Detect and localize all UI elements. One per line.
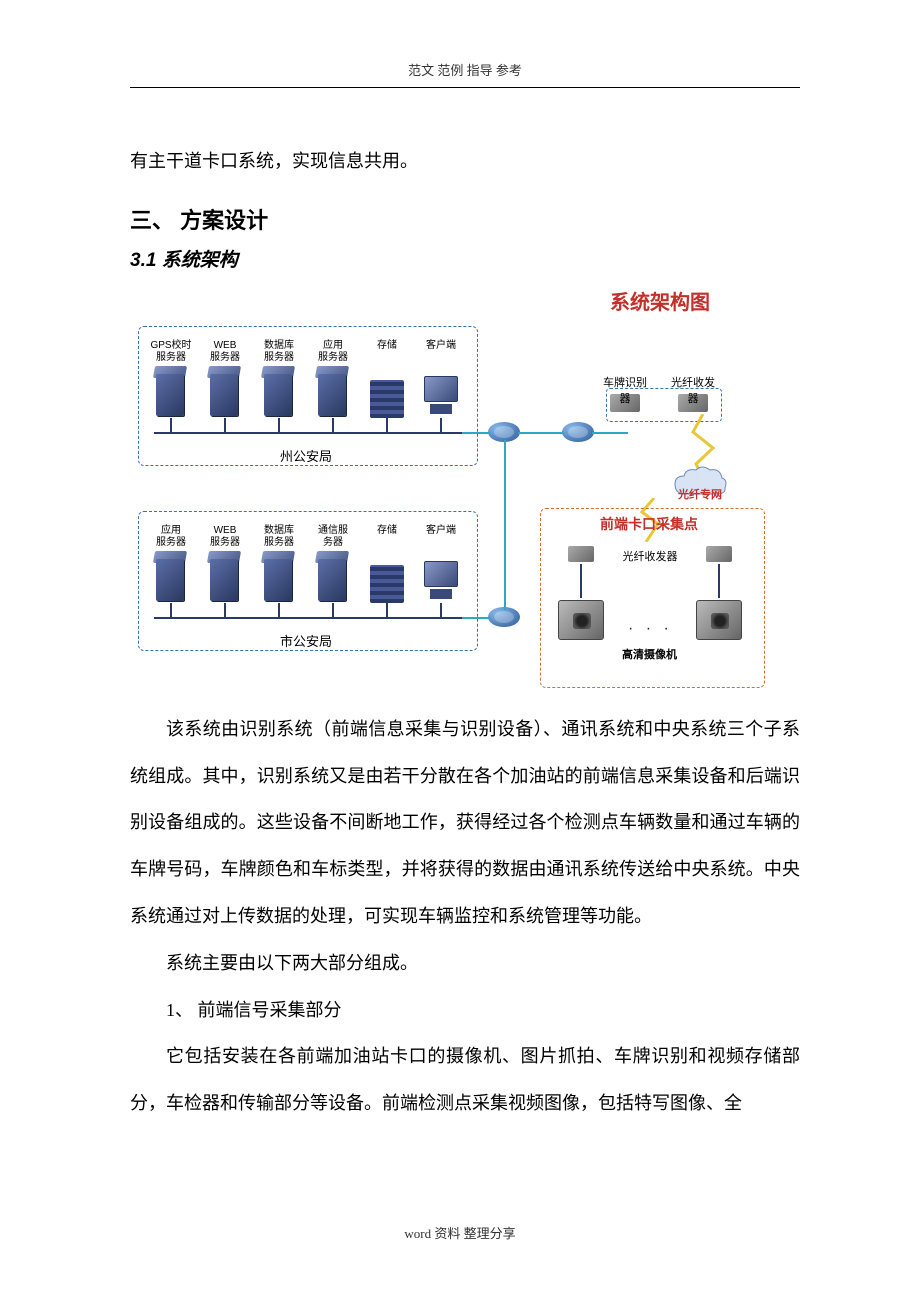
- bus-drop: [278, 603, 280, 617]
- bus-drop: [332, 603, 334, 617]
- conn-3: [518, 432, 564, 434]
- router-zhou: [488, 422, 520, 442]
- heading-section-3: 三、 方案设计: [130, 203, 800, 235]
- diagram-title: 系统架构图: [610, 286, 710, 315]
- conn-1: [462, 432, 490, 434]
- page-footer: word 资料 整理分享: [0, 1223, 920, 1242]
- bus-drop: [170, 603, 172, 617]
- conn-4: [592, 432, 628, 434]
- front-vline-1: [580, 564, 582, 598]
- list-item-1: 1、 前端信号采集部分: [130, 987, 800, 1034]
- server-label: 客户端: [416, 340, 466, 352]
- bus-drop: [332, 418, 334, 432]
- server-label: 存储: [362, 525, 412, 537]
- system-architecture-diagram: 系统架构图 GPS校时 服务器WEB 服务器数据库 服务器应用 服务器存储客户端…: [130, 286, 770, 686]
- fiber-rx-1-icon: [568, 546, 594, 562]
- router-backbone: [562, 422, 594, 442]
- bus-drop: [440, 603, 442, 617]
- server-label: WEB 服务器: [200, 525, 250, 549]
- conn-vert: [504, 440, 506, 610]
- server-label: GPS校时 服务器: [146, 340, 196, 364]
- page-header: 范文 范例 指导 参考: [130, 60, 800, 88]
- bus-drop: [278, 418, 280, 432]
- fiber-cloud-label: 光纤专网: [678, 486, 722, 502]
- camera-label: 高清摄像机: [622, 646, 677, 662]
- conn-2: [462, 617, 490, 619]
- lead-paragraph: 有主干道卡口系统，实现信息共用。: [130, 138, 800, 185]
- front-vline-2: [718, 564, 720, 598]
- paragraph-1: 该系统由识别系统（前端信息采集与识别设备）、通讯系统和中央系统三个子系统组成。其…: [130, 706, 800, 940]
- zhou-bus-line: [154, 432, 462, 434]
- server-label: 应用 服务器: [146, 525, 196, 549]
- server-label: 通信服 务器: [308, 525, 358, 549]
- heading-3-1: 3.1 系统架构: [130, 245, 800, 272]
- server-label: 客户端: [416, 525, 466, 537]
- router-shi: [488, 607, 520, 627]
- camera-ellipsis: · · ·: [628, 620, 673, 638]
- fiber-rx-label: 光纤收发器: [620, 548, 680, 564]
- server-label: WEB 服务器: [200, 340, 250, 364]
- paragraph-3: 它包括安装在各前端加油站卡口的摄像机、图片抓拍、车牌识别和视频存储部分，车检器和…: [130, 1033, 800, 1127]
- camera-1-icon: [558, 600, 604, 640]
- shi-bus-line: [154, 617, 462, 619]
- server-label: 存储: [362, 340, 412, 352]
- bus-drop: [224, 603, 226, 617]
- zhou-label: 州公安局: [280, 446, 332, 465]
- bus-drop: [170, 418, 172, 432]
- paragraph-2: 系统主要由以下两大部分组成。: [130, 940, 800, 987]
- bus-drop: [386, 603, 388, 617]
- server-label: 应用 服务器: [308, 340, 358, 364]
- shi-label: 市公安局: [280, 631, 332, 650]
- bus-drop: [224, 418, 226, 432]
- front-label: 前端卡口采集点: [600, 514, 698, 534]
- bus-drop: [386, 418, 388, 432]
- camera-2-icon: [696, 600, 742, 640]
- bus-drop: [440, 418, 442, 432]
- fiber-rx-2-icon: [706, 546, 732, 562]
- server-label: 数据库 服务器: [254, 340, 304, 364]
- server-label: 数据库 服务器: [254, 525, 304, 549]
